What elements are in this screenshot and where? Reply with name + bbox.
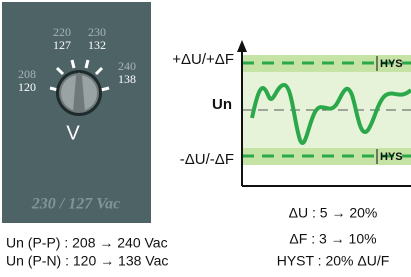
setting: ΔU : 5 → 20% — [289, 205, 378, 221]
hys-label: HYS — [380, 151, 403, 163]
dial-label-bottom: 132 — [88, 38, 106, 52]
dial-label-top: 220 — [53, 25, 71, 39]
setting: HYST : 20% ΔU/F — [277, 253, 390, 269]
hys-label: HYS — [380, 58, 403, 70]
page: 220 127 230 132 208 120 240 138 V 230 / … — [0, 0, 411, 277]
dial-unit: V — [66, 122, 80, 144]
dial-label-top: 208 — [18, 67, 36, 81]
lower-label: -ΔU/-ΔF — [180, 151, 234, 168]
dial-label-bottom: 120 — [18, 80, 36, 94]
dial-label-top: 230 — [88, 25, 106, 39]
spec: Un (P-N) : 120 → 138 Vac — [6, 253, 168, 269]
dial-label-bottom: 127 — [53, 38, 71, 52]
setting: ΔF : 3 → 10% — [289, 231, 376, 247]
upper-label: +ΔU/+ΔF — [172, 51, 234, 68]
dial-label-bottom: 138 — [118, 72, 136, 86]
spec: Un (P-P) : 208 → 240 Vac — [6, 235, 168, 251]
dial-caption: 230 / 127 Vac — [31, 196, 120, 213]
dial-label-top: 240 — [118, 59, 136, 73]
nominal-label: Un — [212, 96, 232, 113]
